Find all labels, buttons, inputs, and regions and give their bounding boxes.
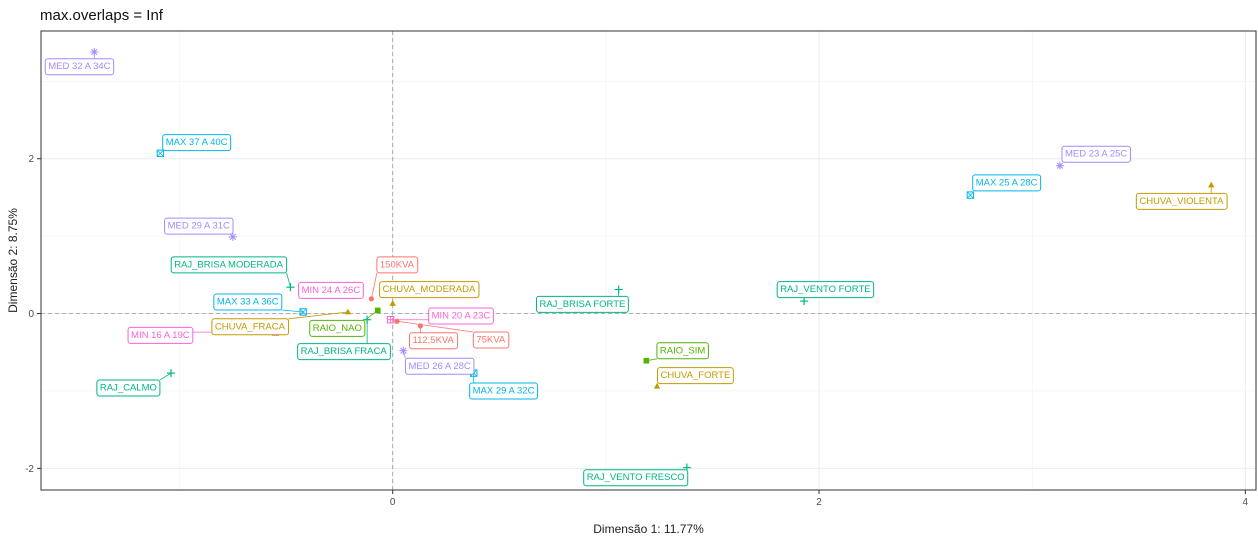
data-point	[344, 308, 352, 315]
data-point	[90, 47, 99, 56]
x-tick-label: 2	[816, 497, 822, 508]
y-tick-label: 2	[28, 154, 34, 165]
point-label: RAJ_BRISA FORTE	[535, 295, 629, 313]
point-label: RAJ_BRISA FRACA	[297, 343, 391, 361]
leader-line	[396, 320, 474, 333]
point-label-text: MAX 25 A 28C	[976, 177, 1038, 188]
y-axis-title: Dimensão 2: 8.75%	[6, 208, 20, 313]
point-label-text: RAJ_CALMO	[100, 382, 157, 393]
data-point	[389, 300, 396, 306]
data-point	[167, 369, 176, 378]
point-label-text: RAIO_SIM	[660, 345, 705, 356]
point-label-text: 75KVA	[476, 334, 506, 345]
leader-line	[371, 272, 378, 299]
data-point	[394, 318, 400, 324]
point-label-text: MED 26 A 28C	[408, 361, 470, 372]
leader-line	[159, 372, 172, 381]
point-label-text: 150KVA	[380, 259, 415, 270]
point-label: CHUVA_VIOLENTA	[1135, 192, 1228, 210]
point-label: MAX 25 A 28C	[972, 174, 1042, 192]
point-label: CHUVA_MODERADA	[379, 281, 480, 299]
data-point	[417, 323, 424, 329]
point-label: 150KVA	[376, 256, 419, 274]
point-label-text: RAJ_BRISA FORTE	[539, 299, 625, 310]
point-label-text: RAJ_VENTO FRESCO	[587, 472, 685, 483]
data-point	[643, 357, 650, 364]
point-label-text: RAIO_NAO	[313, 323, 362, 334]
point-label: RAJ_CALMO	[96, 379, 161, 397]
point-label: RAJ_BRISA MODERADA	[170, 256, 288, 274]
point-label: MAX 33 A 36C	[213, 293, 283, 311]
point-label: RAIO_SIM	[656, 342, 709, 360]
data-point	[399, 346, 408, 355]
data-point	[1208, 181, 1215, 188]
point-label: MED 32 A 34C	[44, 58, 115, 76]
point-label: CHUVA_FORTE	[656, 367, 734, 385]
point-label: CHUVA_FRACA	[211, 318, 290, 336]
chart-title: max.overlaps = Inf	[40, 7, 163, 24]
y-tick-label: -2	[25, 464, 34, 475]
data-point	[966, 191, 975, 199]
point-label-text: MED 23 A 25C	[1065, 149, 1127, 160]
point-label: MED 26 A 28C	[404, 357, 475, 375]
point-label-text: CHUVA_FRACA	[215, 321, 286, 332]
point-label-text: MIN 20 A 23C	[432, 310, 491, 321]
point-label: RAJ_VENTO FRESCO	[583, 469, 689, 487]
point-label: MIN 24 A 26C	[298, 281, 364, 299]
point-label-text: MED 29 A 31C	[168, 221, 230, 232]
data-point	[228, 232, 237, 241]
point-label: MED 29 A 31C	[164, 217, 234, 235]
data-point	[299, 308, 307, 316]
point-label: MIN 16 A 19C	[127, 326, 194, 344]
data-point	[156, 149, 165, 157]
point-label-text: MIN 16 A 19C	[131, 330, 190, 341]
panel-border	[40, 30, 1257, 491]
labels-layer: MED 32 A 34C MAX 37 A 40C MED 29 A 31C RAJ_…	[44, 58, 1228, 487]
point-label-text: MAX 33 A 36C	[217, 297, 279, 308]
point-label-text: RAJ_BRISA FRACA	[301, 346, 388, 357]
point-label: 112,5KVA	[409, 332, 459, 350]
data-point	[368, 296, 374, 302]
point-label-text: MAX 37 A 40C	[166, 137, 228, 148]
point-label: 75KVA	[472, 331, 510, 349]
x-tick-label: 4	[1243, 497, 1249, 508]
data-point	[800, 297, 809, 306]
point-label: RAJ_VENTO FORTE	[776, 281, 875, 299]
data-point	[363, 315, 372, 324]
point-label-text: MAX 29 A 32C	[473, 386, 535, 397]
data-point	[374, 307, 381, 314]
data-point	[1055, 161, 1064, 170]
ticks-layer: 0 2 4 -2 0 2	[25, 154, 1248, 508]
point-label-text: CHUVA_FORTE	[660, 370, 730, 381]
data-point	[286, 283, 295, 292]
point-label-text: RAJ_BRISA MODERADA	[174, 259, 283, 270]
point-label: MAX 37 A 40C	[162, 134, 232, 152]
leader-line	[288, 311, 348, 320]
point-label-text: MED 32 A 34C	[48, 61, 110, 72]
x-tick-label: 0	[390, 497, 396, 508]
point-label-text: CHUVA_MODERADA	[383, 284, 476, 295]
point-label: RAIO_NAO	[309, 319, 366, 337]
point-label-text: 112,5KVA	[413, 335, 455, 346]
data-point	[614, 285, 623, 294]
point-label-text: MIN 24 A 26C	[302, 285, 361, 296]
point-label-text: CHUVA_VIOLENTA	[1139, 196, 1224, 207]
point-label-text: RAJ_VENTO FORTE	[780, 284, 870, 295]
point-label: MIN 20 A 23C	[428, 307, 494, 325]
y-tick-label: 0	[28, 309, 34, 320]
leader-line	[286, 272, 291, 288]
x-axis-title: Dimensão 1: 11.77%	[593, 522, 704, 536]
point-label: MAX 29 A 32C	[469, 382, 539, 400]
data-point	[653, 382, 661, 389]
data-point	[386, 316, 395, 324]
point-label: MED 23 A 25C	[1061, 145, 1131, 163]
